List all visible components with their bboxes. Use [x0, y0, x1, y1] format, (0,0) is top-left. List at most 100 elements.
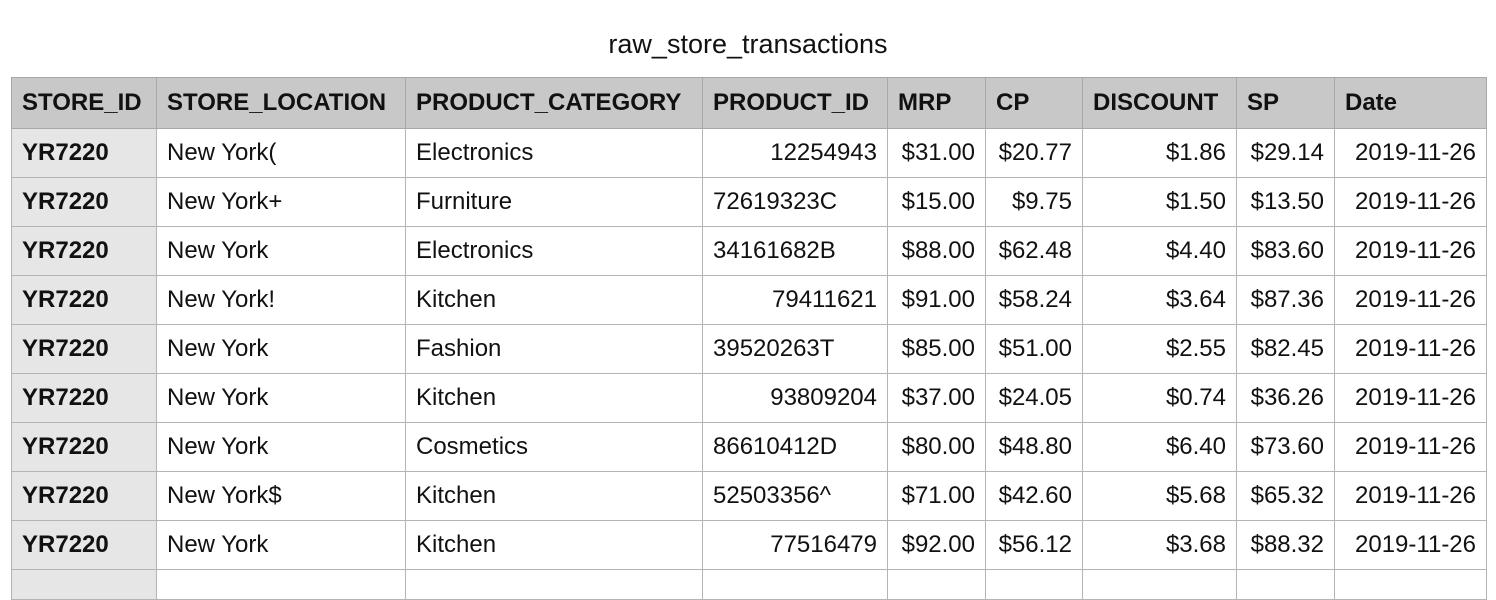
cell-sp[interactable]: $73.60 [1236, 422, 1335, 472]
cell-product-category[interactable] [405, 569, 703, 600]
cell-sp[interactable]: $88.32 [1236, 520, 1335, 570]
cell-discount[interactable]: $2.55 [1082, 324, 1237, 374]
cell-discount[interactable]: $1.50 [1082, 177, 1237, 227]
column-header-store-id[interactable]: STORE_ID [11, 77, 157, 129]
cell-mrp[interactable] [887, 569, 986, 600]
cell-discount[interactable]: $6.40 [1082, 422, 1237, 472]
cell-store-id[interactable]: YR7220 [11, 520, 157, 570]
column-header-discount[interactable]: DISCOUNT [1082, 77, 1237, 129]
cell-product-id[interactable]: 77516479 [702, 520, 888, 570]
cell-store-location[interactable]: New York [156, 226, 406, 276]
cell-cp[interactable]: $42.60 [985, 471, 1083, 521]
cell-product-category[interactable]: Kitchen [405, 275, 703, 325]
column-header-date[interactable]: Date [1334, 77, 1487, 129]
cell-product-category[interactable]: Furniture [405, 177, 703, 227]
cell-product-category[interactable]: Kitchen [405, 520, 703, 570]
cell-product-id[interactable]: 79411621 [702, 275, 888, 325]
column-header-product-id[interactable]: PRODUCT_ID [702, 77, 888, 129]
cell-mrp[interactable]: $31.00 [887, 128, 986, 178]
cell-store-id[interactable]: YR7220 [11, 128, 157, 178]
cell-store-id[interactable]: YR7220 [11, 324, 157, 374]
cell-store-location[interactable]: New York [156, 373, 406, 423]
cell-discount[interactable]: $3.68 [1082, 520, 1237, 570]
cell-discount[interactable]: $5.68 [1082, 471, 1237, 521]
cell-sp[interactable]: $13.50 [1236, 177, 1335, 227]
cell-mrp[interactable]: $15.00 [887, 177, 986, 227]
cell-store-location[interactable]: New York [156, 324, 406, 374]
cell-cp[interactable]: $51.00 [985, 324, 1083, 374]
cell-product-category[interactable]: Kitchen [405, 373, 703, 423]
cell-mrp[interactable]: $85.00 [887, 324, 986, 374]
cell-product-category[interactable]: Cosmetics [405, 422, 703, 472]
cell-store-id[interactable] [11, 569, 157, 600]
cell-store-id[interactable]: YR7220 [11, 471, 157, 521]
cell-cp[interactable]: $48.80 [985, 422, 1083, 472]
cell-cp[interactable] [985, 569, 1083, 600]
cell-cp[interactable]: $62.48 [985, 226, 1083, 276]
cell-product-id[interactable]: 72619323C [702, 177, 888, 227]
cell-date[interactable]: 2019-11-26 [1334, 128, 1487, 178]
cell-product-category[interactable]: Fashion [405, 324, 703, 374]
column-header-cp[interactable]: CP [985, 77, 1083, 129]
cell-cp[interactable]: $58.24 [985, 275, 1083, 325]
cell-date[interactable]: 2019-11-26 [1334, 177, 1487, 227]
cell-cp[interactable]: $9.75 [985, 177, 1083, 227]
cell-mrp[interactable]: $37.00 [887, 373, 986, 423]
cell-sp[interactable]: $87.36 [1236, 275, 1335, 325]
cell-date[interactable] [1334, 569, 1487, 600]
cell-store-location[interactable]: New York+ [156, 177, 406, 227]
cell-product-id[interactable]: 39520263T [702, 324, 888, 374]
cell-cp[interactable]: $20.77 [985, 128, 1083, 178]
cell-store-location[interactable]: New York$ [156, 471, 406, 521]
cell-cp[interactable]: $56.12 [985, 520, 1083, 570]
cell-product-id[interactable]: 86610412D [702, 422, 888, 472]
cell-date[interactable]: 2019-11-26 [1334, 226, 1487, 276]
cell-product-id[interactable] [702, 569, 888, 600]
cell-store-location[interactable]: New York! [156, 275, 406, 325]
column-header-sp[interactable]: SP [1236, 77, 1335, 129]
cell-sp[interactable]: $65.32 [1236, 471, 1335, 521]
cell-date[interactable]: 2019-11-26 [1334, 422, 1487, 472]
cell-discount[interactable]: $1.86 [1082, 128, 1237, 178]
cell-sp[interactable] [1236, 569, 1335, 600]
table-row: YR7220 New York(Electronics 12254943 $31.00… [11, 128, 1487, 178]
cell-store-location[interactable]: New York [156, 422, 406, 472]
cell-store-id[interactable]: YR7220 [11, 373, 157, 423]
cell-product-id[interactable]: 52503356^ [702, 471, 888, 521]
column-header-mrp[interactable]: MRP [887, 77, 986, 129]
cell-cp[interactable]: $24.05 [985, 373, 1083, 423]
cell-discount[interactable]: $4.40 [1082, 226, 1237, 276]
cell-sp[interactable]: $83.60 [1236, 226, 1335, 276]
cell-store-id[interactable]: YR7220 [11, 422, 157, 472]
cell-mrp[interactable]: $88.00 [887, 226, 986, 276]
cell-product-id[interactable]: 12254943 [702, 128, 888, 178]
column-header-product-category[interactable]: PRODUCT_CATEGORY [405, 77, 703, 129]
cell-date[interactable]: 2019-11-26 [1334, 471, 1487, 521]
cell-product-id[interactable]: 34161682B [702, 226, 888, 276]
cell-product-category[interactable]: Kitchen [405, 471, 703, 521]
cell-discount[interactable]: $3.64 [1082, 275, 1237, 325]
cell-store-id[interactable]: YR7220 [11, 226, 157, 276]
cell-mrp[interactable]: $71.00 [887, 471, 986, 521]
cell-product-id[interactable]: 93809204 [702, 373, 888, 423]
cell-store-location[interactable] [156, 569, 406, 600]
cell-mrp[interactable]: $92.00 [887, 520, 986, 570]
cell-date[interactable]: 2019-11-26 [1334, 373, 1487, 423]
cell-date[interactable]: 2019-11-26 [1334, 520, 1487, 570]
cell-store-id[interactable]: YR7220 [11, 177, 157, 227]
column-header-store-location[interactable]: STORE_LOCATION [156, 77, 406, 129]
cell-discount[interactable]: $0.74 [1082, 373, 1237, 423]
cell-date[interactable]: 2019-11-26 [1334, 275, 1487, 325]
cell-mrp[interactable]: $80.00 [887, 422, 986, 472]
cell-mrp[interactable]: $91.00 [887, 275, 986, 325]
cell-date[interactable]: 2019-11-26 [1334, 324, 1487, 374]
cell-sp[interactable]: $29.14 [1236, 128, 1335, 178]
cell-store-location[interactable]: New York [156, 520, 406, 570]
cell-store-id[interactable]: YR7220 [11, 275, 157, 325]
cell-discount[interactable] [1082, 569, 1237, 600]
cell-product-category[interactable]: Electronics [405, 128, 703, 178]
cell-store-location[interactable]: New York( [156, 128, 406, 178]
cell-sp[interactable]: $36.26 [1236, 373, 1335, 423]
cell-product-category[interactable]: Electronics [405, 226, 703, 276]
cell-sp[interactable]: $82.45 [1236, 324, 1335, 374]
